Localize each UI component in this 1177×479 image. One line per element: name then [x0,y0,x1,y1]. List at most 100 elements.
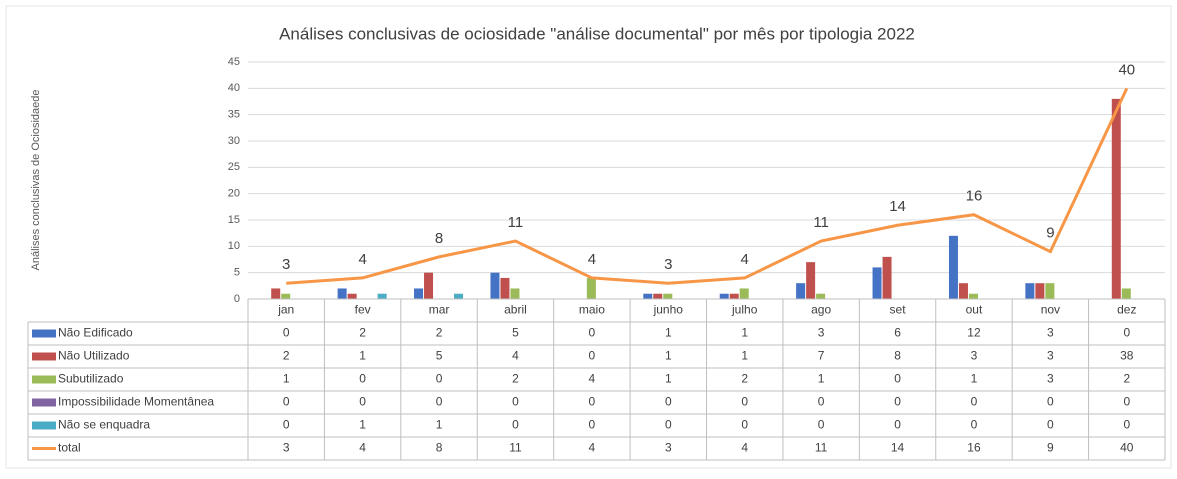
bar [796,283,806,299]
table-cell: 2 [512,372,519,386]
table-cell: 5 [436,349,443,363]
data-label: 9 [1046,225,1054,242]
bar [643,293,653,299]
table-cell: 1 [665,349,672,363]
table-cell: 0 [283,418,290,432]
table-cell: 14 [891,441,905,455]
table-cell: 12 [967,326,981,340]
legend-swatch [32,329,56,338]
data-label: 11 [813,214,829,231]
table-cell: 38 [1120,349,1134,363]
data-label: 4 [358,251,366,268]
legend-swatch [32,421,56,430]
y-tick-label: 35 [228,109,240,121]
table-cell: 2 [283,349,290,363]
table-cell: 0 [971,395,978,409]
bar [424,272,434,299]
x-tick-label: nov [1041,303,1060,317]
table-cell: 0 [1047,418,1054,432]
legend-swatch [32,375,56,384]
bar [500,277,510,299]
bar [586,277,596,299]
table-cell: 1 [665,372,672,386]
table-cell: 3 [665,441,672,455]
legend-label: Não Edificado [58,326,133,340]
bar [816,293,826,299]
table-cell: 0 [818,395,825,409]
y-tick-label: 45 [228,56,240,68]
bar [454,293,464,299]
bar [719,293,729,299]
table-cell: 1 [359,418,366,432]
table-cell: 0 [818,418,825,432]
table-cell: 4 [741,441,748,455]
bar [1045,283,1055,299]
bar [968,293,978,299]
legend-swatch [32,352,56,361]
legend-label: Não Utilizado [58,349,130,363]
table-cell: 3 [1047,326,1054,340]
table-cell: 1 [741,326,748,340]
table-cell: 1 [741,349,748,363]
x-tick-label: abril [504,303,527,317]
table-cell: 4 [512,349,519,363]
table-cell: 4 [589,372,596,386]
bar [1025,283,1035,299]
table-cell: 3 [1047,372,1054,386]
x-tick-label: dez [1117,303,1136,317]
table-cell: 0 [894,372,901,386]
legend-label: Impossibilidade Momentânea [58,395,214,409]
bar [1035,283,1045,299]
table-cell: 5 [512,326,519,340]
bar [958,283,968,299]
y-tick-label: 25 [228,161,240,173]
table-cell: 0 [512,395,519,409]
x-tick-label: mar [429,303,450,317]
line [286,87,1129,285]
bar [281,293,291,299]
table-cell: 1 [436,418,443,432]
data-label: 4 [741,251,749,268]
table-cell: 4 [359,441,366,455]
table-cell: 0 [894,395,901,409]
bar [653,293,663,299]
y-tick-label: 5 [234,267,240,279]
bar [347,293,357,299]
bar [948,235,958,299]
table-cell: 1 [359,349,366,363]
table-cell: 1 [283,372,290,386]
x-tick-label: out [966,303,983,317]
table-cell: 3 [1047,349,1054,363]
y-tick-label: 15 [228,214,240,226]
legend-label: Não se enquadra [58,418,150,432]
table-cell: 0 [436,395,443,409]
table-cell: 2 [741,372,748,386]
bar [377,293,387,299]
table-cell: 8 [894,349,901,363]
table-cell: 0 [741,395,748,409]
legend-label: total [58,441,81,455]
table-cell: 0 [894,418,901,432]
table-cell: 1 [665,326,672,340]
chart-title: Análises conclusivas de ociosidade "anál… [279,24,915,43]
table-cell: 0 [359,372,366,386]
bar [872,267,882,299]
x-tick-label: set [890,303,907,317]
table-cell: 0 [283,395,290,409]
table-cell: 2 [1123,372,1130,386]
table-cell: 9 [1047,441,1054,455]
data-label: 40 [1118,61,1135,78]
table-cell: 3 [818,326,825,340]
legend-label: Subutilizado [58,372,124,386]
table-cell: 8 [436,441,443,455]
table-cell: 0 [1123,395,1130,409]
y-tick-label: 0 [234,293,240,305]
table-cell: 2 [436,326,443,340]
y-tick-label: 20 [228,188,240,200]
bar [510,288,520,299]
bar [490,272,500,299]
data-label: 14 [889,198,906,215]
bar [414,288,424,299]
data-label: 16 [966,188,983,205]
table-cell: 3 [971,349,978,363]
